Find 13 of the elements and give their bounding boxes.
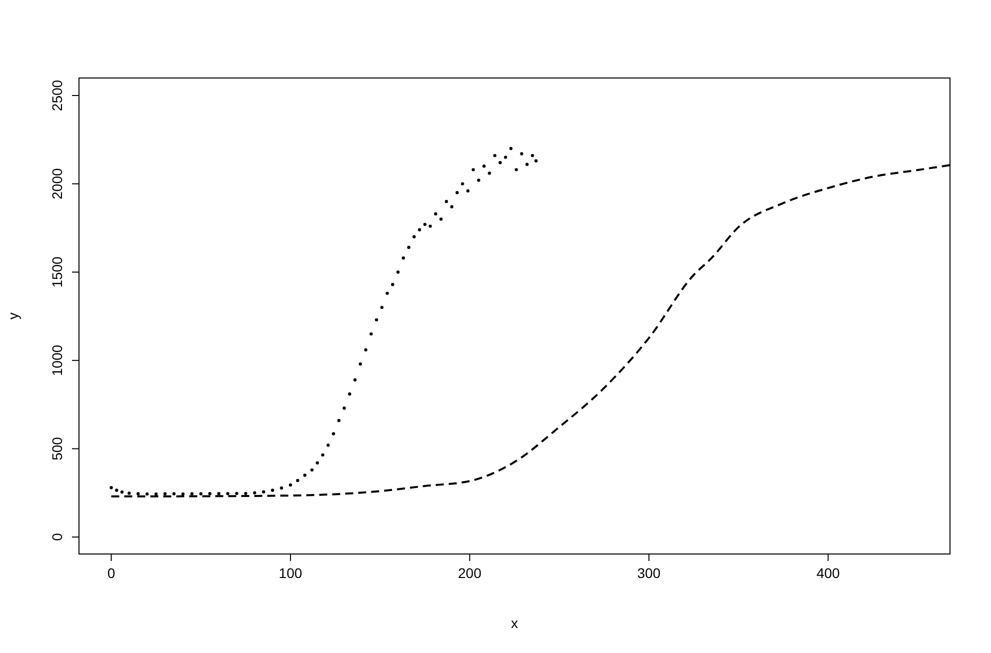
y-tick-label: 0 — [49, 532, 65, 541]
x-tick-label: 200 — [458, 565, 482, 581]
y-axis-title: y — [5, 312, 21, 320]
y-tick-label: 1500 — [49, 256, 65, 288]
y-tick-label: 2000 — [49, 168, 65, 200]
x-axis-title: x — [511, 615, 518, 631]
x-tick-label: 300 — [637, 565, 661, 581]
x-tick-label: 400 — [816, 565, 840, 581]
y-tick-label: 2500 — [49, 80, 65, 112]
x-tick-label: 100 — [278, 565, 302, 581]
y-tick-label: 1000 — [49, 344, 65, 376]
x-tick-label: 0 — [107, 565, 116, 581]
y-tick-label: 500 — [49, 436, 65, 460]
